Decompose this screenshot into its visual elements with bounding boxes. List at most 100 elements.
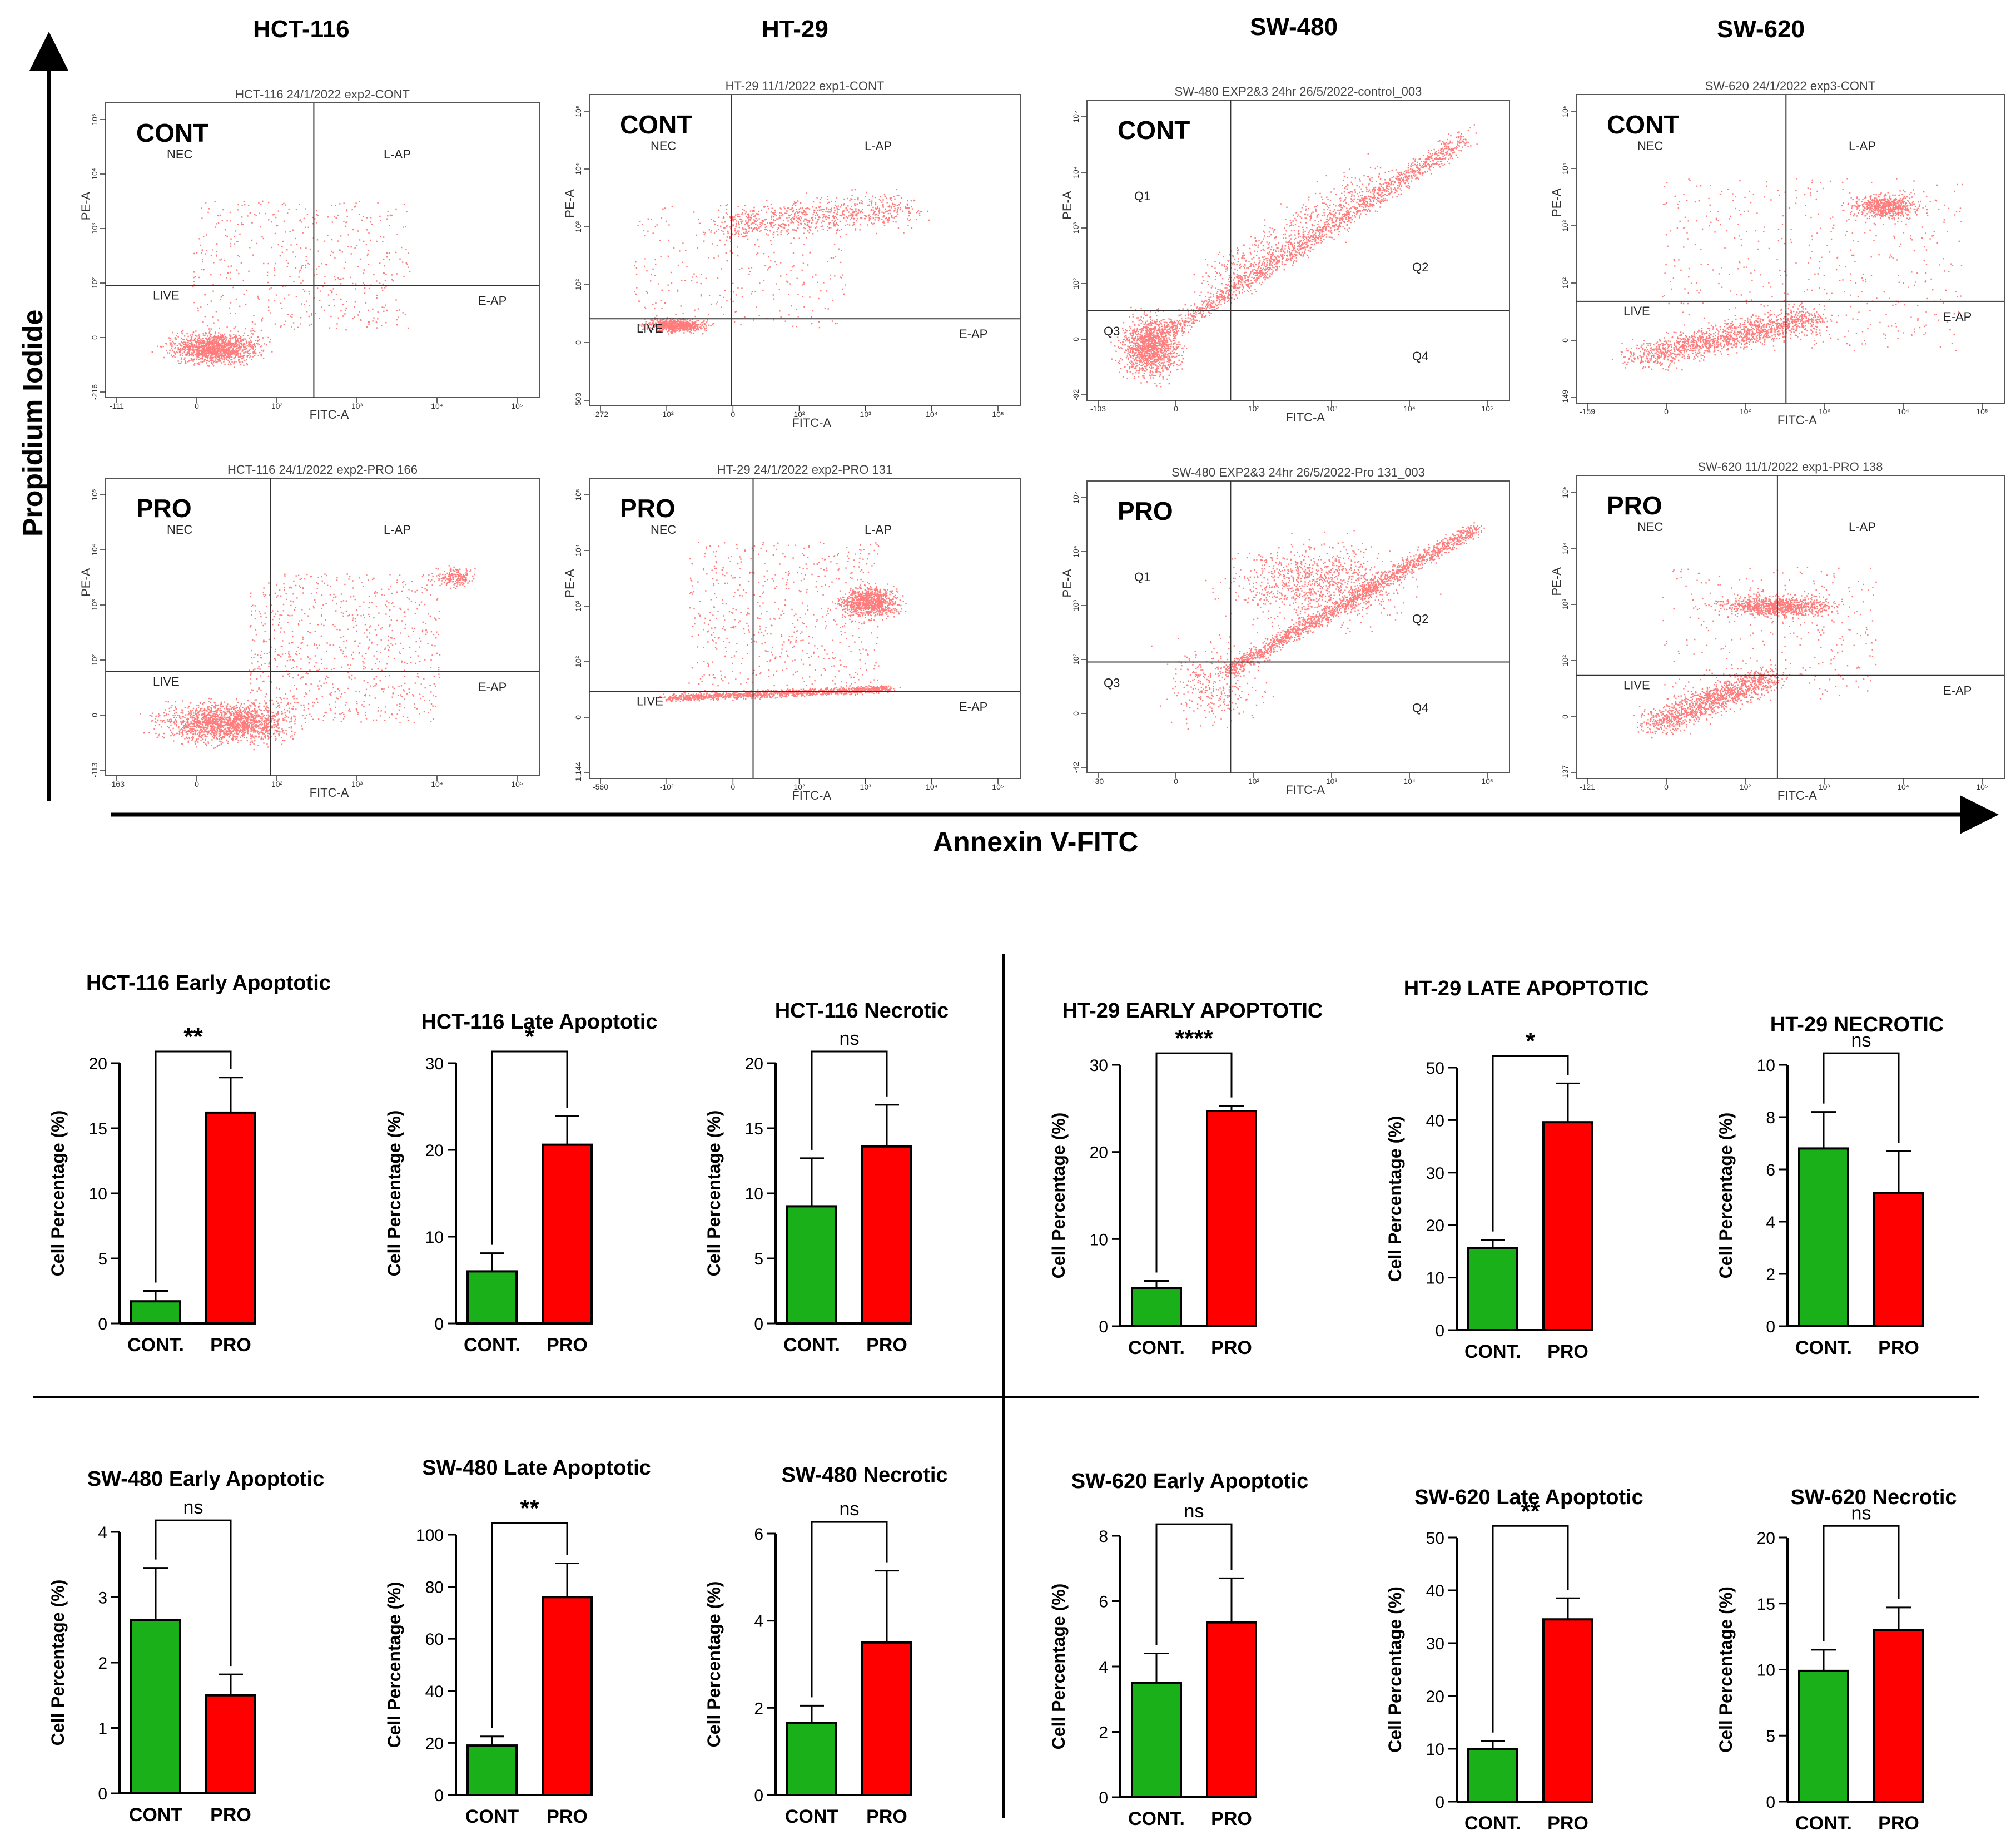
condition-label: CONT [136, 118, 208, 147]
significance-label: ns [1851, 1030, 1871, 1051]
quadrant-label: E-AP [1943, 684, 1972, 698]
flow-y-tick-label: -113 [90, 762, 99, 777]
scatter-dots [1633, 567, 1877, 739]
bar-control [466, 1744, 518, 1797]
flow-y-tick-label: 10³ [1561, 220, 1570, 232]
bar-y-tick-label: 20 [1426, 1217, 1444, 1235]
quadrant-label: Q2 [1412, 612, 1428, 626]
scatter-dots [140, 565, 476, 751]
flow-x-tick-label: 10² [793, 410, 805, 419]
bar-chart-title: HCT-116 Necrotic [775, 999, 949, 1023]
flow-x-tick-label: 10⁴ [1403, 777, 1416, 786]
bar-chart-3: HT-29 EARLY APOPTOTIC 0 10 20 30 Cell Percent… [1049, 999, 1323, 1358]
flow-header: HT-29 11/1/2022 exp1-CONT [726, 79, 885, 93]
flow-y-tick-label: 10⁵ [1071, 111, 1080, 122]
scatter-dots [1151, 522, 1485, 730]
flow-x-tick-label: 10⁴ [431, 401, 443, 410]
bar-control [1798, 1147, 1849, 1327]
bar-category-label: PRO [547, 1335, 588, 1356]
flow-x-tick-label: 10³ [1819, 407, 1830, 416]
flow-x-tick-label: -103 [1090, 404, 1106, 413]
significance-label: ns [840, 1499, 860, 1520]
bar-chart-title: HCT-116 Late Apoptotic [421, 1010, 657, 1034]
quadrant-label: E-AP [1943, 310, 1972, 324]
flow-frame [589, 94, 1021, 406]
bar-y-tick-label: 0 [754, 1787, 763, 1805]
bar-y-tick-label: 0 [1435, 1322, 1444, 1340]
bar-category-label: PRO [1211, 1337, 1252, 1358]
flow-y-axis-label: PE-A [1060, 569, 1074, 598]
scatter-dots [657, 541, 907, 703]
flow-y-axis-label: PE-A [563, 189, 577, 218]
flow-y-tick-label: -149 [1561, 390, 1570, 405]
bar-y-axis-label: Cell Percentage (%) [1385, 1586, 1405, 1753]
bar-chart-title: SW-480 Early Apoptotic [87, 1467, 324, 1491]
bar-y-tick-label: 30 [425, 1055, 444, 1073]
bar-y-tick-label: 20 [745, 1055, 763, 1073]
bar-y-tick-label: 2 [1766, 1266, 1775, 1284]
bar-chart-title: SW-480 Late Apoptotic [422, 1456, 651, 1480]
bar-y-tick-label: 0 [434, 1787, 444, 1805]
bar-y-tick-label: 20 [425, 1142, 444, 1160]
bar-y-tick-label: 40 [1426, 1582, 1444, 1600]
flow-y-tick-label: 0 [90, 335, 99, 340]
flow-x-tick-label: 0 [195, 780, 199, 788]
significance-label: ns [1184, 1501, 1204, 1522]
flow-x-tick-label: 10² [1248, 404, 1260, 413]
flow-x-tick-label: -163 [109, 780, 125, 788]
condition-label: PRO [620, 494, 676, 523]
flow-y-tick-label: 0 [1561, 715, 1570, 719]
quadrant-label: Q1 [1134, 189, 1150, 203]
flow-x-tick-label: 10⁵ [1481, 404, 1493, 413]
scatter-dots [634, 189, 930, 335]
flow-y-axis-label: PE-A [79, 568, 93, 597]
bar-category-label: CONT. [464, 1335, 520, 1356]
flow-x-axis-label: FITC-A [792, 416, 831, 430]
significance-bracket [1492, 1525, 1569, 1733]
flow-x-tick-label: -159 [1580, 407, 1595, 416]
flow-header: SW-620 24/1/2022 exp3-CONT [1705, 79, 1876, 93]
flow-y-tick-label: 10⁴ [574, 163, 583, 175]
flow-x-tick-label: 10³ [351, 401, 363, 410]
condition-label: CONT [1118, 116, 1190, 145]
bar-y-axis-label: Cell Percentage (%) [48, 1580, 68, 1746]
quadrant-label: Q4 [1412, 349, 1428, 363]
flow-y-tick-label: 10⁵ [90, 113, 99, 125]
bar-control [786, 1205, 837, 1325]
bar-y-tick-label: 0 [1435, 1793, 1444, 1812]
significance-bracket [1823, 1525, 1900, 1641]
flow-panel-sw-480-pro: SW-480 EXP2&3 24hr 26/5/2022-Pro 131_003… [1060, 465, 1510, 797]
flow-y-tick-label: 10³ [1561, 599, 1570, 611]
x-axis-title: Annexin V-FITC [933, 826, 1139, 857]
bar-y-tick-label: 30 [1426, 1635, 1444, 1653]
bar-y-tick-label: 20 [425, 1734, 444, 1753]
bar-pro [205, 1694, 256, 1794]
bar-category-label: CONT. [1795, 1337, 1852, 1358]
quadrant-label: LIVE [1623, 678, 1650, 692]
significance-bracket [1492, 1055, 1569, 1232]
bar-y-tick-label: 0 [98, 1315, 107, 1333]
flow-x-tick-label: 10² [1248, 777, 1260, 786]
quadrant-label: E-AP [478, 680, 507, 694]
quadrant-label: L-AP [865, 139, 892, 153]
bar-chart-title: HT-29 NECROTIC [1770, 1013, 1944, 1036]
bar-category-label: CONT. [1464, 1813, 1521, 1834]
bar-y-tick-label: 2 [98, 1654, 107, 1673]
flow-header: SW-620 11/1/2022 exp1-PRO 138 [1697, 460, 1883, 474]
flow-header: SW-480 EXP2&3 24hr 26/5/2022-Pro 131_003 [1171, 465, 1425, 479]
flow-y-axis-label: PE-A [563, 569, 577, 598]
bar-category-label: PRO [866, 1806, 907, 1827]
bar-y-tick-label: 20 [1757, 1529, 1775, 1548]
bar-y-tick-label: 50 [1426, 1059, 1444, 1078]
flow-frame [589, 478, 1021, 779]
flow-x-axis-label: FITC-A [310, 408, 349, 421]
condition-label: PRO [136, 494, 192, 523]
flow-y-tick-label: 10³ [574, 221, 583, 233]
bar-pro [861, 1641, 912, 1796]
flow-x-tick-label: 10³ [860, 782, 872, 791]
quadrant-label: LIVE [153, 674, 180, 688]
bar-control [1131, 1287, 1182, 1327]
flow-y-tick-label: 10⁴ [574, 544, 583, 557]
flow-x-tick-label: 10² [271, 401, 283, 410]
